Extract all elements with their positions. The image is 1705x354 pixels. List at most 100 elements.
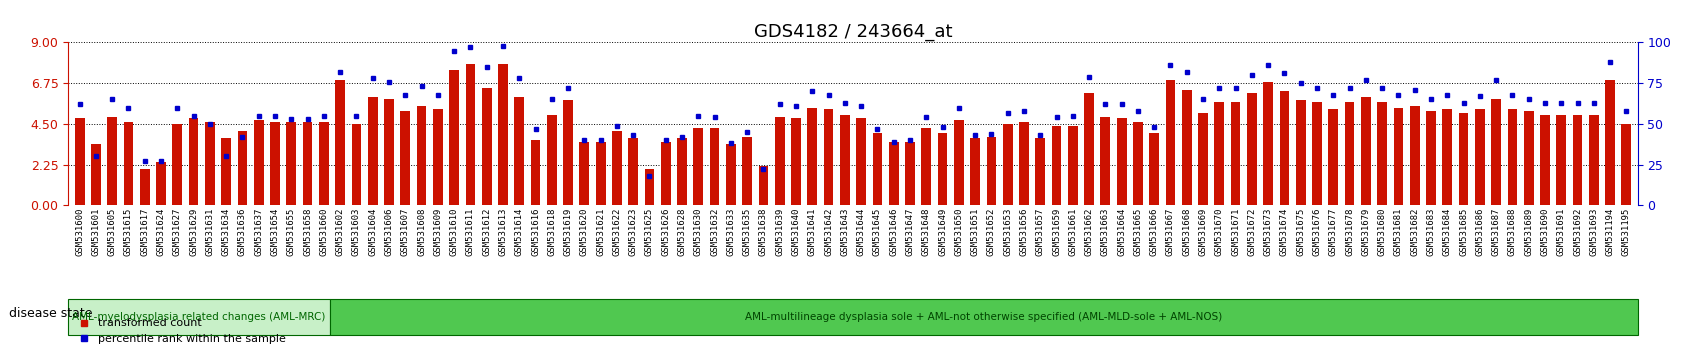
Bar	[824, 109, 834, 205]
Bar	[254, 120, 264, 205]
Bar	[1344, 102, 1354, 205]
Bar	[1328, 109, 1337, 205]
Bar	[612, 131, 621, 205]
Text: AML-myelodysplasia related changes (AML-MRC): AML-myelodysplasia related changes (AML-…	[72, 312, 326, 322]
Bar	[1408, 106, 1419, 205]
Bar	[1441, 109, 1451, 205]
Bar	[319, 122, 329, 205]
Bar	[563, 101, 573, 205]
Bar	[1604, 80, 1615, 205]
Bar	[1117, 119, 1125, 205]
Bar	[1425, 111, 1436, 205]
Bar	[416, 106, 426, 205]
Bar	[938, 133, 946, 205]
Bar	[1475, 109, 1483, 205]
Bar	[157, 162, 165, 205]
Bar	[498, 64, 508, 205]
Bar	[1214, 102, 1224, 205]
Bar	[970, 138, 979, 205]
Bar	[384, 98, 394, 205]
Bar	[448, 70, 459, 205]
Bar	[627, 138, 638, 205]
Bar	[1100, 117, 1110, 205]
Bar	[791, 119, 800, 205]
Bar	[1490, 98, 1500, 205]
Bar	[1458, 113, 1468, 205]
Bar	[856, 119, 866, 205]
Bar	[433, 109, 443, 205]
Bar	[1393, 108, 1403, 205]
Bar	[1149, 133, 1158, 205]
Bar	[123, 122, 133, 205]
Bar	[336, 80, 344, 205]
Bar	[726, 144, 735, 205]
Bar	[1229, 102, 1240, 205]
Bar	[644, 169, 655, 205]
Bar	[465, 64, 476, 205]
Bar	[205, 122, 215, 205]
Bar	[1246, 93, 1257, 205]
Bar	[90, 144, 101, 205]
Bar	[1067, 126, 1078, 205]
Bar	[481, 88, 491, 205]
Bar	[985, 137, 996, 205]
Bar	[107, 117, 118, 205]
Bar	[1296, 101, 1304, 205]
Bar	[1050, 126, 1061, 205]
Bar	[580, 142, 588, 205]
Bar	[286, 122, 297, 205]
Bar	[709, 127, 720, 205]
Bar	[1197, 113, 1207, 205]
Bar	[189, 119, 198, 205]
Bar	[742, 137, 752, 205]
Bar	[222, 138, 230, 205]
Bar	[75, 119, 85, 205]
Bar	[1003, 124, 1013, 205]
Bar	[1084, 93, 1093, 205]
Bar	[1165, 80, 1175, 205]
Bar	[888, 142, 899, 205]
Bar	[871, 133, 881, 205]
Bar	[1262, 82, 1272, 205]
Bar	[1620, 124, 1630, 205]
Bar	[905, 142, 914, 205]
Bar	[806, 108, 817, 205]
Bar	[692, 127, 702, 205]
Bar	[401, 111, 409, 205]
Bar	[1279, 91, 1289, 205]
Bar	[839, 115, 849, 205]
Text: AML-multilineage dysplasia sole + AML-not otherwise specified (AML-MLD-sole + AM: AML-multilineage dysplasia sole + AML-no…	[745, 312, 1222, 322]
Bar	[172, 124, 182, 205]
Bar	[530, 140, 540, 205]
Bar	[921, 127, 931, 205]
Bar	[269, 122, 280, 205]
Bar	[1376, 102, 1386, 205]
Bar	[759, 166, 767, 205]
Bar	[1572, 115, 1582, 205]
Bar	[677, 138, 687, 205]
Bar	[547, 115, 556, 205]
Bar	[1035, 138, 1045, 205]
Bar	[140, 169, 150, 205]
Bar	[1507, 109, 1516, 205]
Bar	[1555, 115, 1565, 205]
Bar	[302, 122, 312, 205]
Bar	[1132, 122, 1142, 205]
Bar	[595, 142, 605, 205]
Bar	[237, 131, 247, 205]
Bar	[774, 117, 784, 205]
Bar	[1361, 97, 1369, 205]
Bar	[1540, 115, 1548, 205]
Bar	[1018, 122, 1028, 205]
Bar	[513, 97, 523, 205]
Title: GDS4182 / 243664_at: GDS4182 / 243664_at	[754, 23, 951, 41]
Bar	[953, 120, 963, 205]
Bar	[1182, 90, 1192, 205]
Bar	[1523, 111, 1533, 205]
Legend: transformed count, percentile rank within the sample: transformed count, percentile rank withi…	[73, 314, 290, 348]
Bar	[1311, 102, 1321, 205]
Bar	[368, 97, 377, 205]
Bar	[1587, 115, 1598, 205]
Text: disease state: disease state	[9, 307, 92, 320]
Bar	[351, 124, 361, 205]
